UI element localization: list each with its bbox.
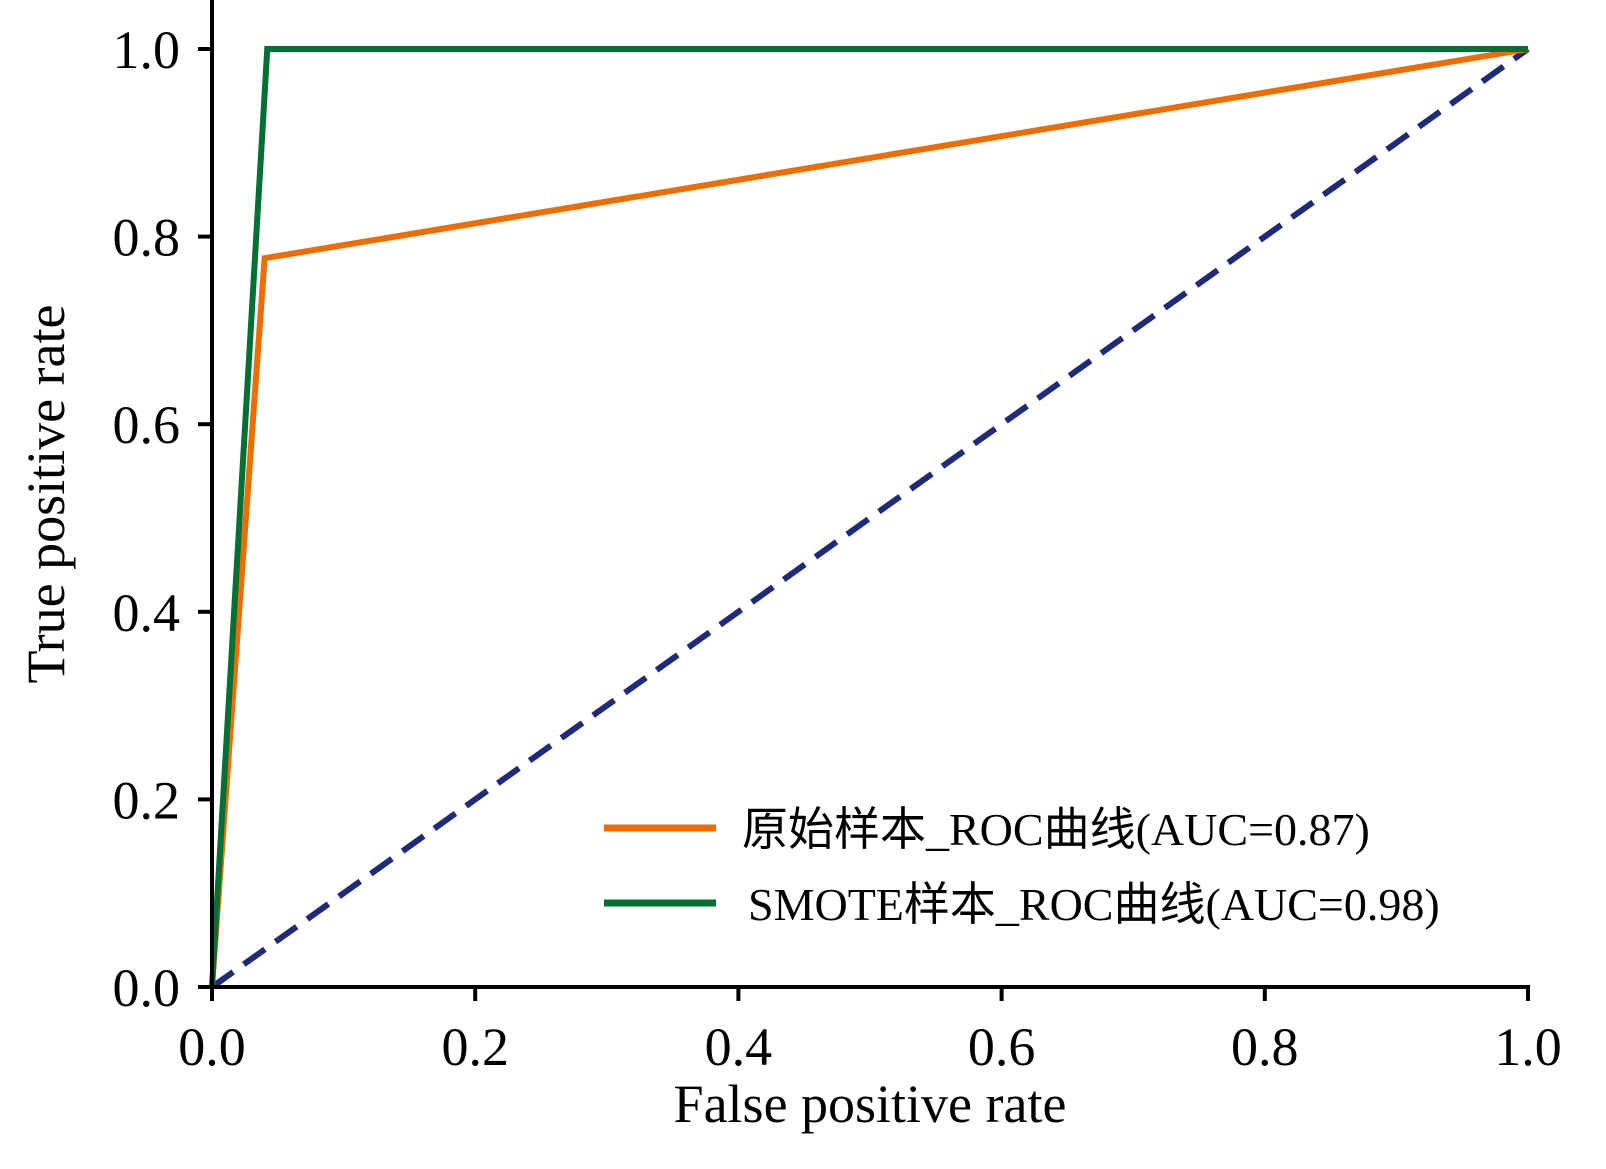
y-tick-label: 0.8 [113,208,181,268]
x-tick-label: 0.6 [968,1017,1036,1077]
x-tick-label: 0.0 [178,1017,246,1077]
series-line-1 [209,46,1528,988]
y-tick-label: 0.4 [113,583,181,643]
y-tick-label: 0.2 [113,770,181,830]
plot-area [209,46,1530,990]
series-line-chance [210,46,1530,990]
y-tick-label: 0.0 [113,958,181,1018]
legend: 原始样本_ROC曲线(AUC=0.87) SMOTE样本_ROC曲线(AUC=0.… [604,804,1440,930]
y-tick-label: 1.0 [113,20,181,80]
y-tick-label: 0.6 [113,395,181,455]
axes: 0.0 0.2 0.4 0.6 0.8 1.0 0.0 0.2 0.4 0.6 0.8 1.0 [113,0,1562,1077]
legend-label-0: 原始样本_ROC曲线(AUC=0.87) [742,804,1370,855]
y-axis-label: True positive rate [16,305,76,684]
legend-label-1: SMOTE样本_ROC曲线(AUC=0.98) [748,879,1440,930]
x-tick-label: 0.4 [705,1017,773,1077]
series-line-0 [209,46,1529,988]
x-tick-label: 0.2 [441,1017,509,1077]
x-tick-label: 0.8 [1231,1017,1299,1077]
x-tick-label: 1.0 [1494,1017,1562,1077]
x-axis-label: False positive rate [674,1074,1067,1134]
